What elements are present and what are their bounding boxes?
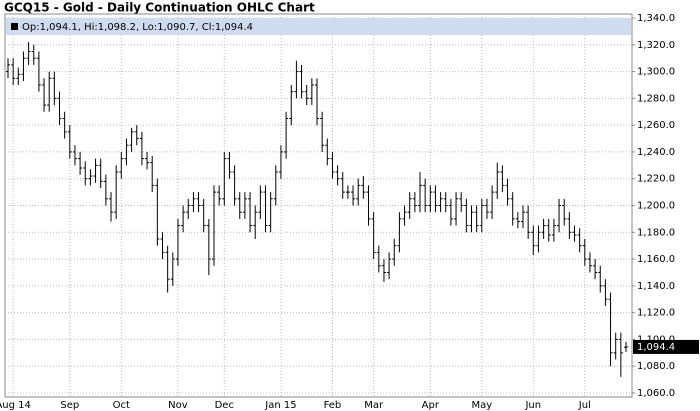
y-tick-label: 1,200.0	[637, 201, 675, 212]
chart-title: GCQ15 - Gold - Daily Continuation OHLC C…	[4, 1, 315, 15]
x-tick-label: Sep	[60, 400, 79, 411]
x-tick-label: Oct	[113, 400, 130, 411]
legend-text: Op:1,094.1, Hi:1,098.2, Lo:1,090.7, Cl:1…	[22, 22, 253, 33]
y-tick-label: 1,240.0	[637, 147, 675, 158]
x-tick-label: Nov	[168, 400, 188, 411]
x-tick-label: Mar	[364, 400, 384, 411]
legend-swatch	[11, 23, 18, 30]
legend-band	[6, 18, 631, 35]
y-tick-label: 1,120.0	[637, 308, 675, 319]
y-tick-label: 1,300.0	[637, 67, 675, 78]
x-tick-label: Aug 14	[0, 400, 31, 411]
y-tick-label: 1,280.0	[637, 93, 675, 104]
y-tick-label: 1,260.0	[637, 120, 675, 131]
y-tick-label: 1,320.0	[637, 40, 675, 51]
last-price-label: 1,094.4	[637, 342, 675, 353]
x-tick-label: Jan 15	[264, 400, 296, 411]
x-tick-label: Jun	[524, 400, 541, 411]
y-tick-label: 1,340.0	[637, 13, 675, 24]
x-tick-label: Jul	[578, 400, 591, 411]
x-tick-label: Feb	[324, 400, 342, 411]
y-tick-label: 1,180.0	[637, 227, 675, 238]
y-tick-label: 1,080.0	[637, 361, 675, 372]
x-tick-label: Dec	[215, 400, 234, 411]
x-tick-label: Apr	[422, 400, 440, 411]
y-tick-label: 1,060.0	[637, 388, 675, 399]
x-tick-label: May	[471, 400, 492, 411]
plot-frame	[4, 13, 633, 398]
y-tick-label: 1,160.0	[637, 254, 675, 265]
y-tick-label: 1,140.0	[637, 281, 675, 292]
y-tick-label: 1,220.0	[637, 174, 675, 185]
last-price-box	[633, 339, 699, 354]
